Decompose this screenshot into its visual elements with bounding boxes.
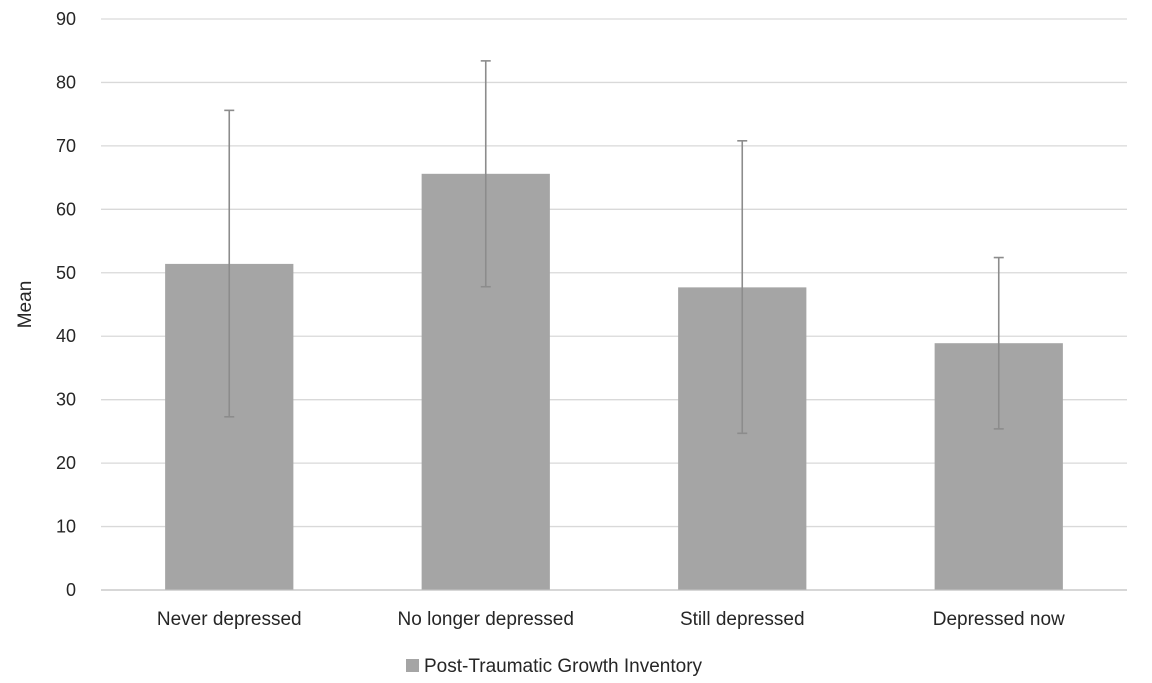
- legend-swatch: [406, 659, 419, 672]
- legend-label: Post-Traumatic Growth Inventory: [424, 656, 703, 677]
- error-bar: [224, 109, 235, 418]
- y-tick-label: 50: [56, 263, 76, 283]
- error-bar: [480, 60, 491, 288]
- error-bars: [224, 60, 1004, 435]
- x-category-label: Depressed now: [933, 609, 1065, 630]
- y-tick-label: 90: [56, 9, 76, 29]
- y-tick-label: 10: [56, 517, 76, 537]
- y-tick-label: 40: [56, 326, 76, 346]
- y-tick-label: 0: [66, 580, 76, 600]
- y-axis-ticks: 0 10 20 30 40 50 60 70 80 90: [56, 9, 76, 600]
- x-category-label: Still depressed: [680, 609, 805, 630]
- y-tick-label: 70: [56, 136, 76, 156]
- error-bar: [993, 256, 1004, 430]
- x-category-label: No longer depressed: [398, 609, 574, 630]
- y-tick-label: 60: [56, 199, 76, 219]
- error-bar: [737, 140, 748, 435]
- y-tick-label: 30: [56, 390, 76, 410]
- legend: Post-Traumatic Growth Inventory: [406, 656, 703, 677]
- bars: [165, 173, 1063, 590]
- y-axis-title: Mean: [15, 281, 36, 329]
- x-axis-category-labels: Never depressed No longer depressed Still …: [157, 609, 1065, 630]
- x-category-label: Never depressed: [157, 609, 302, 630]
- y-tick-label: 80: [56, 72, 76, 92]
- y-tick-label: 20: [56, 453, 76, 473]
